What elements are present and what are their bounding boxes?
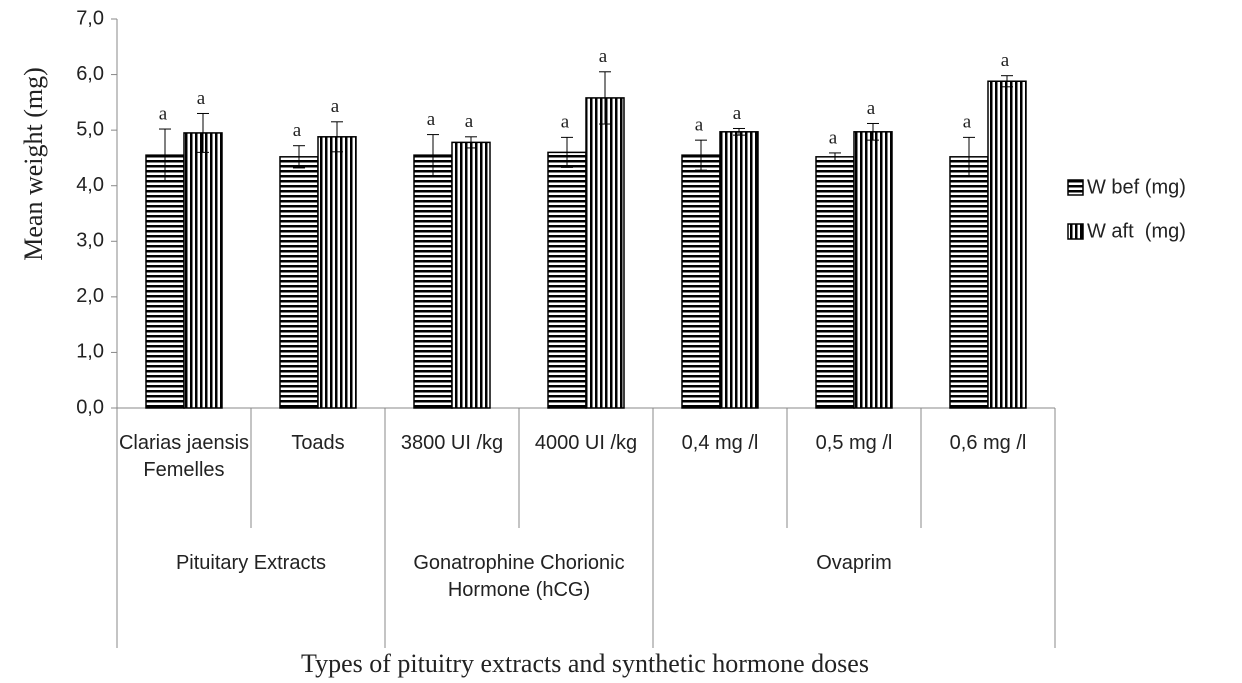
significance-label: a [561, 112, 570, 133]
y-tick-label: 0,0 [76, 396, 104, 418]
y-tick-label: 2,0 [76, 285, 104, 307]
significance-label: a [599, 46, 608, 67]
x-tick-label: 0,5 mg /l [815, 432, 893, 454]
significance-label: a [867, 98, 876, 119]
legend-label: W bef (mg) [1087, 176, 1186, 198]
bar [317, 136, 357, 409]
x-tick-label: 0,6 mg /l [949, 432, 1027, 454]
significance-label: a [829, 127, 838, 148]
legend-label: W aft (mg) [1087, 220, 1186, 242]
bar [451, 141, 491, 409]
significance-label: a [159, 103, 168, 124]
bar [145, 154, 185, 409]
y-tick-label: 1,0 [76, 341, 104, 363]
legend-swatch [1067, 179, 1084, 196]
bar [815, 156, 855, 409]
x-tick-label: 3800 UI /kg [400, 432, 504, 454]
legend-swatch [1067, 223, 1084, 240]
bar [719, 131, 759, 409]
x-axis-title: Types of pituitry extracts and synthetic… [301, 649, 869, 678]
bar [183, 132, 223, 409]
y-axis-title: Mean weight (mg) [19, 67, 48, 261]
group-label: Ovaprim [816, 552, 892, 574]
bar [681, 154, 721, 409]
bar [279, 156, 319, 409]
significance-label: a [733, 103, 742, 124]
bar [413, 154, 453, 409]
x-tick-label: Toads [291, 432, 345, 454]
bar [853, 131, 893, 409]
significance-label: a [427, 109, 436, 130]
y-tick-label: 7,0 [76, 7, 104, 29]
significance-label: a [293, 120, 302, 141]
significance-label: a [1001, 50, 1010, 71]
x-tick-label: Clarias jaensis Femelles [118, 432, 255, 481]
significance-label: a [197, 88, 206, 109]
bar [547, 151, 587, 409]
y-tick-label: 3,0 [76, 230, 104, 252]
bar [585, 97, 625, 409]
significance-label: a [963, 112, 972, 133]
y-tick-label: 4,0 [76, 174, 104, 196]
x-tick-label: 0,4 mg /l [681, 432, 759, 454]
group-label: Pituitary Extracts [175, 552, 327, 574]
x-tick-label: 4000 UI /kg [534, 432, 638, 454]
group-label: Gonatrophine Chorionic Hormone (hCG) [413, 552, 631, 601]
y-tick-label: 5,0 [76, 118, 104, 140]
significance-label: a [695, 115, 704, 136]
bar [949, 156, 989, 409]
significance-label: a [331, 96, 340, 117]
significance-label: a [465, 111, 474, 132]
y-tick-label: 6,0 [76, 63, 104, 85]
bar [987, 80, 1027, 409]
